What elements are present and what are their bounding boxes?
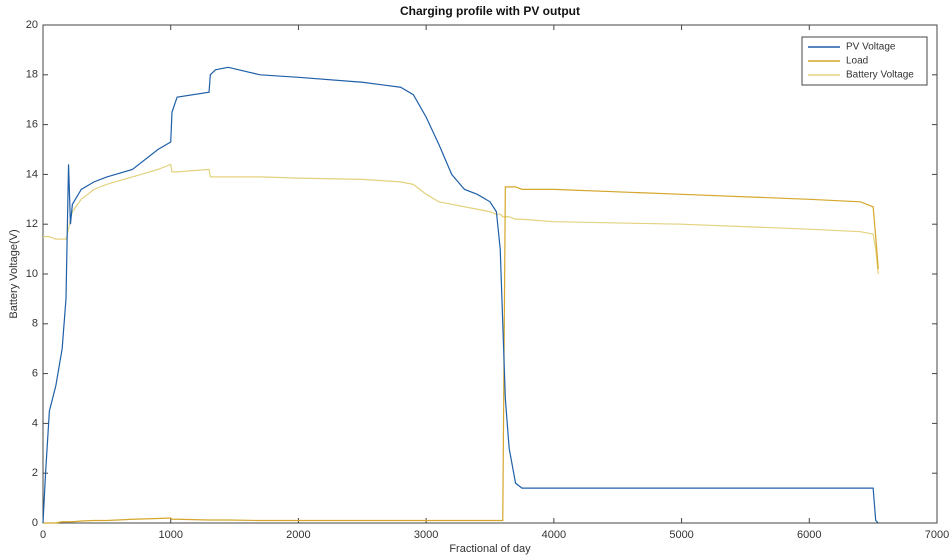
x-tick-label: 7000 [925,529,949,541]
y-tick-label: 16 [26,119,38,131]
y-tick-label: 12 [26,218,38,230]
y-tick-label: 20 [26,19,38,31]
x-tick-label: 0 [40,529,46,541]
y-axis-label: Battery Voltage(V) [8,229,20,318]
y-tick-label: 2 [32,467,38,479]
y-tick-label: 18 [26,69,38,81]
x-tick-label: 1000 [158,529,182,541]
chart-title: Charging profile with PV output [400,4,580,18]
y-tick-label: 14 [26,168,38,180]
legend-label: PV Voltage [846,42,896,53]
x-tick-label: 3000 [414,529,438,541]
y-tick-label: 10 [26,268,38,280]
legend-label: Load [846,56,868,67]
x-tick-label: 6000 [797,529,821,541]
series-line [42,66,879,524]
y-tick-label: 8 [32,318,38,330]
x-axis-label: Fractional of day [449,543,531,555]
x-tick-label: 2000 [286,529,310,541]
plot-frame [42,24,938,524]
x-tick-label: 4000 [542,529,566,541]
x-tick-label: 5000 [669,529,693,541]
y-tick-label: 6 [32,368,38,380]
legend-label: Battery Voltage [846,70,914,81]
y-tick-label: 4 [32,417,38,429]
legend-box [801,36,928,86]
y-tick-label: 0 [32,517,38,529]
series-line [43,186,879,524]
